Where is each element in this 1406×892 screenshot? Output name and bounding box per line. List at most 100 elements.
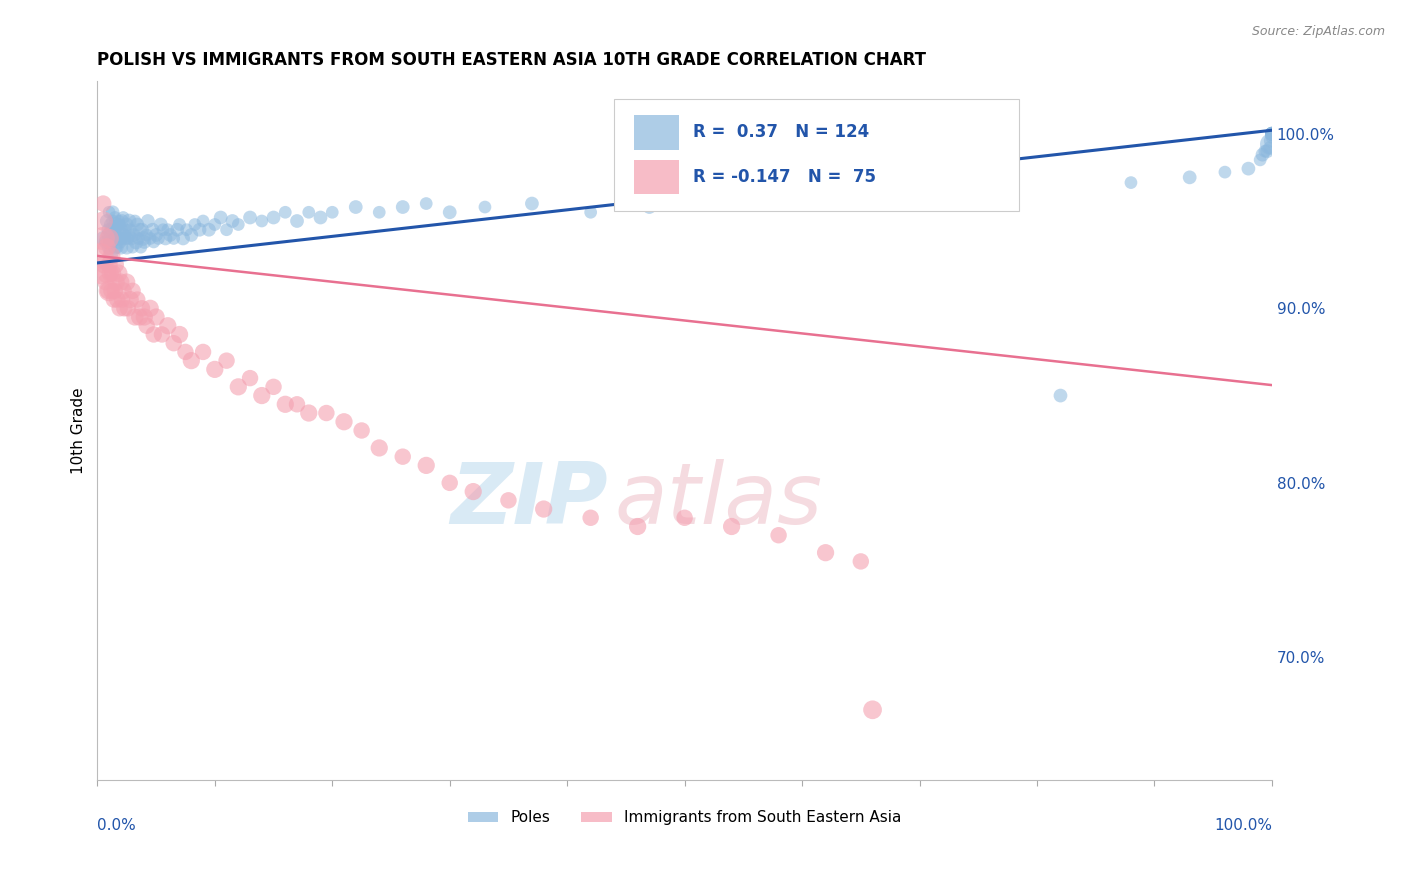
Point: [285, 214, 308, 228]
Text: 100.0%: 100.0%: [1213, 818, 1272, 833]
Point: [117, 231, 139, 245]
Point: [673, 510, 696, 524]
Point: [94, 235, 117, 249]
Y-axis label: 10th Grade: 10th Grade: [72, 387, 86, 474]
Point: [96, 240, 118, 254]
Point: [263, 211, 285, 225]
Point: [128, 310, 150, 324]
Point: [188, 223, 211, 237]
Point: [159, 227, 181, 242]
Point: [104, 240, 127, 254]
Point: [107, 231, 129, 245]
Point: [142, 223, 165, 237]
Point: [127, 293, 149, 307]
Point: [344, 200, 367, 214]
Point: [1261, 127, 1284, 141]
Point: [145, 310, 167, 324]
Point: [1261, 127, 1284, 141]
Point: [98, 284, 121, 298]
Point: [1260, 137, 1282, 152]
Point: [142, 235, 165, 249]
Point: [415, 196, 437, 211]
Point: [274, 397, 297, 411]
Text: Source: ZipAtlas.com: Source: ZipAtlas.com: [1251, 25, 1385, 38]
Point: [1237, 161, 1260, 176]
Point: [121, 284, 143, 298]
Point: [122, 227, 145, 242]
Point: [98, 205, 121, 219]
Point: [94, 275, 117, 289]
Text: POLISH VS IMMIGRANTS FROM SOUTH EASTERN ASIA 10TH GRADE CORRELATION CHART: POLISH VS IMMIGRANTS FROM SOUTH EASTERN …: [97, 51, 927, 69]
Point: [112, 227, 135, 242]
Point: [1119, 176, 1142, 190]
Point: [108, 301, 131, 316]
Point: [1213, 165, 1236, 179]
Point: [368, 205, 391, 219]
Point: [862, 703, 884, 717]
Legend: Poles, Immigrants from South Eastern Asia: Poles, Immigrants from South Eastern Asi…: [461, 804, 907, 831]
Point: [474, 200, 496, 214]
Point: [110, 223, 132, 237]
Point: [333, 415, 356, 429]
Point: [627, 519, 650, 533]
Point: [91, 231, 114, 245]
Point: [1260, 134, 1282, 148]
Point: [91, 231, 114, 245]
Point: [112, 301, 135, 316]
Point: [979, 179, 1001, 194]
Point: [101, 205, 124, 219]
Text: atlas: atlas: [614, 458, 823, 541]
Point: [298, 205, 321, 219]
Point: [239, 211, 262, 225]
Point: [118, 214, 141, 228]
Point: [156, 223, 179, 237]
Text: R = -0.147   N =  75: R = -0.147 N = 75: [693, 168, 876, 186]
Point: [127, 218, 149, 232]
Point: [96, 266, 118, 280]
Point: [152, 223, 174, 237]
Point: [415, 458, 437, 473]
Point: [191, 214, 214, 228]
Point: [135, 318, 157, 333]
Point: [129, 240, 152, 254]
Point: [148, 231, 170, 245]
Point: [1251, 147, 1274, 161]
Point: [149, 218, 172, 232]
Text: ZIP: ZIP: [451, 458, 609, 541]
Point: [180, 227, 202, 242]
Point: [98, 258, 121, 272]
Point: [105, 218, 128, 232]
Point: [180, 353, 202, 368]
Point: [98, 240, 121, 254]
Point: [118, 227, 141, 242]
Point: [174, 345, 197, 359]
Point: [1261, 127, 1284, 141]
Point: [91, 266, 114, 280]
Point: [315, 406, 337, 420]
Point: [638, 200, 661, 214]
Point: [908, 183, 931, 197]
Point: [163, 336, 186, 351]
Point: [221, 214, 243, 228]
Point: [100, 284, 122, 298]
Point: [274, 205, 297, 219]
Point: [104, 211, 127, 225]
Point: [1261, 127, 1284, 141]
Point: [209, 211, 232, 225]
Point: [101, 266, 124, 280]
Point: [98, 266, 121, 280]
Point: [120, 223, 142, 237]
Point: [184, 218, 207, 232]
Bar: [634, 115, 679, 150]
Point: [215, 353, 238, 368]
Point: [166, 223, 188, 237]
Point: [98, 235, 121, 249]
Point: [838, 187, 860, 202]
Point: [108, 235, 131, 249]
Point: [104, 258, 127, 272]
Point: [134, 235, 156, 249]
Point: [142, 327, 165, 342]
Point: [145, 227, 167, 242]
Point: [111, 214, 134, 228]
Point: [134, 310, 156, 324]
